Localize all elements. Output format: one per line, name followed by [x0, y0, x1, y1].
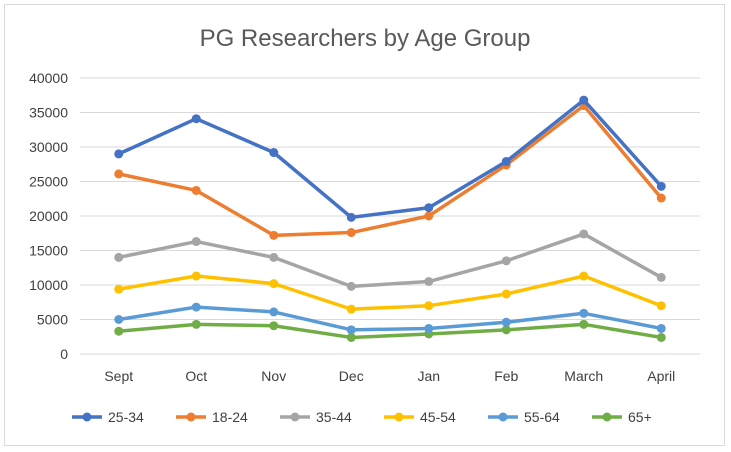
data-point [656, 323, 666, 333]
data-point [346, 212, 356, 222]
legend-item: 55-64 [488, 409, 560, 425]
series-18-24 [114, 101, 666, 240]
y-tick-label: 20000 [29, 208, 68, 224]
series-35-44 [114, 229, 666, 291]
data-point [114, 326, 124, 336]
data-point [501, 325, 511, 335]
series-line [118, 98, 663, 220]
x-tick-label: April [647, 368, 675, 384]
data-point [346, 228, 356, 238]
data-point [656, 181, 666, 191]
data-point [114, 284, 124, 294]
data-point [424, 301, 434, 311]
series-line [118, 305, 662, 332]
legend-marker [82, 412, 92, 422]
legend-item: 65+ [592, 409, 652, 425]
x-tick-label: Feb [494, 368, 518, 384]
data-point [579, 271, 589, 281]
legend-marker [290, 412, 300, 422]
data-point [114, 252, 124, 262]
data-point [269, 321, 279, 331]
x-tick-label: March [564, 368, 603, 384]
data-point [191, 237, 201, 247]
legend-marker [498, 412, 508, 422]
series-line [118, 103, 663, 238]
data-point [114, 149, 124, 159]
data-point [346, 332, 356, 342]
data-point [579, 308, 589, 318]
data-point [269, 230, 279, 240]
legend-item: 25-34 [72, 409, 144, 425]
series-lines [114, 95, 666, 342]
legend-item: 18-24 [176, 409, 248, 425]
y-tick-label: 0 [60, 346, 68, 362]
x-axis-ticks: Sept Oct Nov Dec Jan Feb March April [104, 368, 675, 384]
data-point [424, 211, 434, 221]
data-point [501, 317, 511, 327]
x-tick-label: Sept [104, 368, 133, 384]
legend-item: 45-54 [384, 409, 456, 425]
x-tick-label: Dec [339, 368, 364, 384]
legend-label: 65+ [628, 409, 652, 425]
data-point [579, 229, 589, 239]
y-tick-label: 40000 [29, 70, 68, 86]
legend-label: 25-34 [108, 409, 144, 425]
data-point [269, 148, 279, 158]
y-axis-ticks: 0 5000 10000 15000 20000 25000 30000 35000 40000 [29, 70, 68, 362]
data-point [191, 185, 201, 195]
data-point [579, 95, 589, 105]
y-tick-label: 25000 [29, 174, 68, 190]
x-tick-label: Jan [417, 368, 440, 384]
legend-label: 45-54 [420, 409, 456, 425]
x-tick-label: Oct [185, 368, 207, 384]
data-point [269, 252, 279, 262]
data-point [346, 281, 356, 291]
data-point [501, 256, 511, 266]
data-point [269, 279, 279, 289]
legend: 25-34 18-24 35-44 45-54 55-64 65+ [72, 409, 652, 425]
data-point [501, 289, 511, 299]
series-line [118, 322, 662, 340]
legend-label: 55-64 [524, 409, 560, 425]
data-point [656, 272, 666, 282]
data-point [424, 277, 434, 287]
data-point [656, 332, 666, 342]
data-point [114, 169, 124, 179]
data-point [191, 319, 201, 329]
gridlines [80, 77, 700, 355]
y-tick-label: 5000 [37, 312, 68, 328]
data-point [579, 319, 589, 329]
legend-label: 35-44 [316, 409, 352, 425]
data-point [114, 315, 124, 324]
legend-item: 35-44 [280, 409, 352, 425]
data-point [501, 156, 511, 166]
x-tick-label: Nov [261, 368, 286, 384]
series-line [118, 232, 663, 289]
data-point [191, 302, 201, 312]
data-point [424, 323, 434, 333]
data-point [191, 114, 201, 124]
data-point [269, 307, 279, 317]
y-tick-label: 15000 [29, 243, 68, 259]
series-45-54 [114, 271, 666, 314]
y-tick-label: 30000 [29, 139, 68, 155]
data-point [346, 304, 356, 314]
series-line [118, 274, 662, 311]
series-55-64 [114, 302, 666, 335]
y-tick-label: 10000 [29, 277, 68, 293]
legend-marker [394, 412, 404, 422]
series-25-34 [114, 95, 666, 222]
data-point [656, 193, 666, 203]
legend-marker [602, 412, 612, 422]
legend-marker [186, 412, 196, 422]
y-tick-label: 35000 [29, 105, 68, 121]
data-point [424, 203, 434, 213]
data-point [656, 301, 666, 311]
chart-title: PG Researchers by Age Group [200, 25, 531, 52]
data-point [191, 271, 201, 281]
legend-label: 18-24 [212, 409, 248, 425]
data-point [346, 325, 356, 335]
